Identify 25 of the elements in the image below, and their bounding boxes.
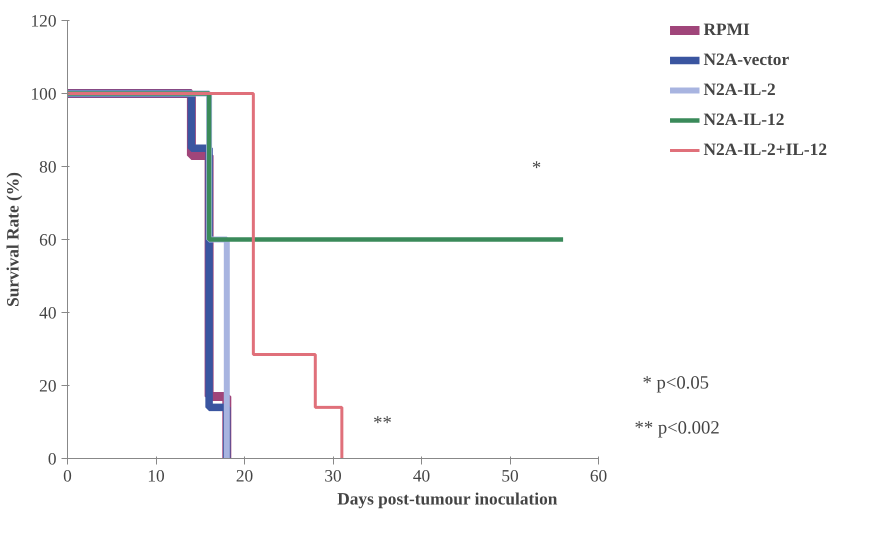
x-tick-label: 10 [147, 466, 165, 486]
y-tick-label: 40 [39, 304, 56, 322]
annotation: * [532, 158, 542, 178]
x-tick-label: 60 [590, 466, 608, 486]
legend-label: N2A-vector [704, 50, 790, 70]
annotation: ** [373, 412, 392, 434]
text: * p<0.05 [642, 372, 709, 394]
y-tick-label: 100 [30, 84, 57, 104]
legend-label: RPMI [704, 20, 750, 40]
y-axis-title: Survival Rate (%) [4, 172, 23, 307]
x-tick-label: 0 [63, 466, 72, 486]
y-tick-label: 80 [39, 158, 56, 176]
text: ** p<0.002 [634, 418, 720, 438]
y-tick-label: 0 [48, 450, 57, 468]
x-tick-label: 20 [236, 466, 254, 486]
y-tick-label: 120 [30, 12, 57, 30]
x-tick-label: 50 [501, 466, 519, 486]
x-axis-title: Days post-tumour inoculation [337, 490, 558, 508]
x-tick-label: 40 [412, 466, 430, 486]
y-tick-label: 20 [39, 376, 56, 396]
x-tick-label: 30 [324, 466, 342, 486]
legend-label: N2A-IL-2 [704, 80, 776, 100]
legend-label: N2A-IL-2+IL-12 [704, 140, 827, 160]
y-tick-label: 60 [39, 230, 56, 250]
legend-label: N2A-IL-12 [704, 110, 784, 130]
